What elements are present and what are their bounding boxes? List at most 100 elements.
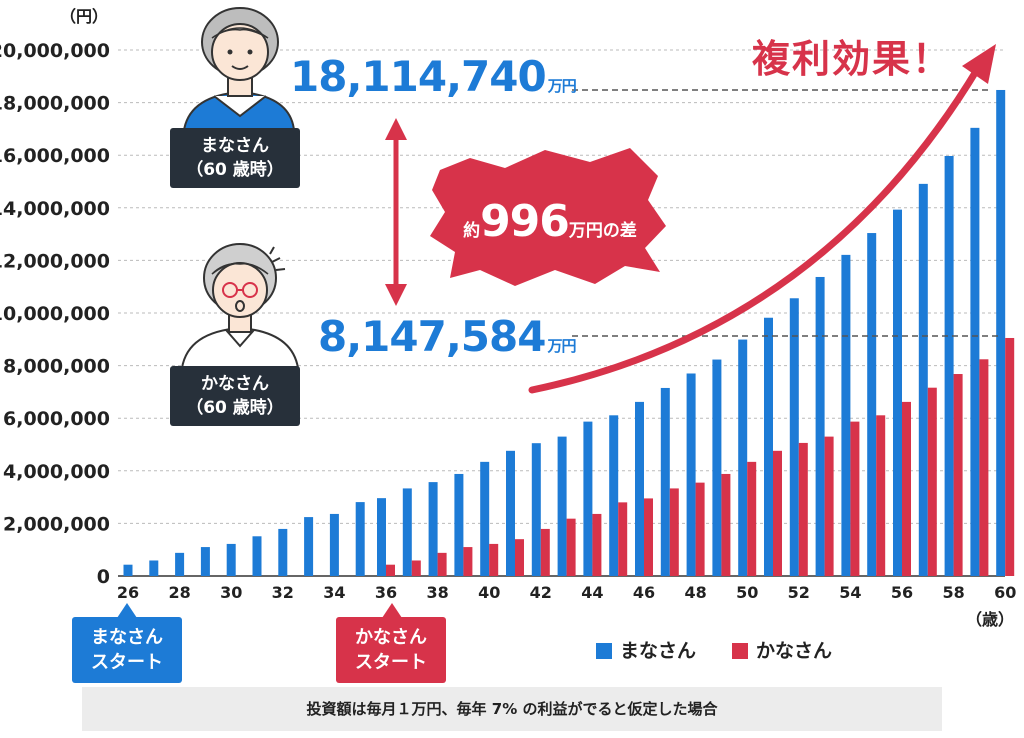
kana-bar bbox=[721, 473, 731, 576]
compound-effect-label: 複利効果！ bbox=[752, 37, 953, 81]
kana-start-line2: スタート bbox=[355, 652, 427, 673]
kana-bar bbox=[747, 461, 757, 576]
mana-start-label: まなさん スタート bbox=[72, 617, 182, 683]
difference-suffix: 万円の差 bbox=[568, 221, 637, 241]
kana-bar bbox=[695, 482, 705, 576]
compound-effect-curve bbox=[528, 64, 982, 394]
legend-mana: まなさん bbox=[596, 636, 696, 663]
difference-number: 996 bbox=[480, 196, 570, 247]
mana-bar bbox=[175, 552, 185, 576]
x-tick-label: 44 bbox=[581, 583, 603, 602]
mana-start-pointer bbox=[117, 603, 137, 618]
kana-age: （60 歳時） bbox=[186, 398, 284, 418]
mana-name: まなさん bbox=[201, 136, 269, 156]
mana-bar bbox=[377, 498, 386, 576]
mana-bar bbox=[428, 482, 438, 576]
kana-bar bbox=[592, 513, 602, 576]
mana-bar bbox=[278, 528, 288, 576]
kana-bar bbox=[824, 436, 834, 576]
mana-bar bbox=[893, 209, 902, 577]
y-axis-unit: （円） bbox=[60, 7, 108, 26]
y-tick-label: 0 bbox=[97, 566, 110, 588]
kana-bar bbox=[927, 387, 937, 576]
kana-bar bbox=[386, 564, 395, 576]
kana-bar bbox=[515, 539, 524, 576]
mana-bar bbox=[789, 298, 799, 576]
mana-bar bbox=[918, 183, 928, 576]
y-tick-label: 2,000,000 bbox=[3, 513, 110, 535]
kana-label: かなさん （60 歳時） bbox=[170, 366, 300, 426]
mana-avatar bbox=[182, 7, 296, 131]
mana-total-unit: 万円 bbox=[547, 77, 577, 95]
x-tick-label: 30 bbox=[220, 583, 242, 602]
x-tick-label: 56 bbox=[891, 583, 913, 602]
mana-bar bbox=[557, 436, 567, 576]
kana-bar bbox=[463, 547, 473, 576]
kana-name: かなさん bbox=[201, 374, 269, 394]
kana-bar bbox=[850, 421, 860, 576]
x-axis-unit: （歳） bbox=[966, 610, 1014, 629]
mana-start-line2: スタート bbox=[91, 652, 163, 673]
mana-bar bbox=[815, 276, 825, 576]
kana-start-label: かなさん スタート bbox=[336, 617, 446, 683]
kana-total-number: 8,147,584 bbox=[318, 312, 546, 361]
difference-prefix: 約 bbox=[463, 221, 481, 241]
kana-bar bbox=[1005, 337, 1015, 576]
x-tick-label: 46 bbox=[633, 583, 655, 602]
kana-bar bbox=[773, 450, 782, 576]
bars bbox=[123, 89, 1015, 577]
x-tick-label: 48 bbox=[684, 583, 706, 602]
x-tick-label: 34 bbox=[323, 583, 345, 602]
mana-bar bbox=[970, 127, 980, 577]
difference-arrow bbox=[385, 118, 407, 306]
x-tick-label: 42 bbox=[530, 583, 552, 602]
mana-bar bbox=[712, 359, 722, 576]
difference-text: 約996万円の差 bbox=[440, 196, 660, 247]
mana-bar bbox=[200, 547, 210, 576]
x-tick-label: 50 bbox=[736, 583, 758, 602]
y-tick-label: 12,000,000 bbox=[0, 250, 110, 272]
mana-bar bbox=[123, 564, 133, 576]
legend-kana-swatch bbox=[732, 643, 748, 659]
kana-avatar bbox=[180, 243, 300, 369]
mana-bar bbox=[149, 560, 159, 576]
x-tick-label: 36 bbox=[375, 583, 397, 602]
kana-bar bbox=[540, 528, 550, 576]
kana-start-line1: かなさん bbox=[355, 627, 427, 648]
x-tick-label: 28 bbox=[168, 583, 190, 602]
mana-bar bbox=[764, 317, 773, 576]
x-axis-ticks: 26 28 30 32 34 36 38 40 42 44 46 48 50 52 54 56 58 60 bbox=[117, 583, 1016, 602]
y-tick-label: 6,000,000 bbox=[3, 408, 110, 430]
mana-bar bbox=[686, 373, 696, 576]
mana-bar bbox=[583, 421, 593, 576]
x-tick-label: 52 bbox=[788, 583, 810, 602]
mana-bar bbox=[355, 502, 365, 576]
y-tick-label: 14,000,000 bbox=[0, 198, 110, 220]
mana-start-line1: まなさん bbox=[91, 627, 163, 648]
difference-burst bbox=[430, 148, 666, 286]
x-tick-label: 38 bbox=[426, 583, 448, 602]
x-tick-label: 54 bbox=[839, 583, 861, 602]
mana-bar bbox=[531, 443, 541, 576]
mana-total-value: 18,114,740 万円 bbox=[290, 52, 577, 101]
mana-bar bbox=[609, 415, 619, 576]
legend-mana-swatch bbox=[596, 643, 612, 659]
y-axis-ticks: 0 2,000,000 4,000,000 6,000,000 8,000,000 10,… bbox=[0, 40, 110, 588]
mana-age: （60 歳時） bbox=[186, 160, 284, 180]
mana-bar bbox=[454, 473, 464, 576]
mana-bar bbox=[304, 517, 314, 576]
mana-bar bbox=[252, 536, 262, 576]
mana-label: まなさん （60 歳時） bbox=[170, 128, 300, 188]
mana-bar bbox=[226, 543, 236, 576]
kana-bar bbox=[437, 552, 447, 576]
kana-bar bbox=[953, 374, 963, 576]
legend-kana: かなさん bbox=[732, 636, 832, 663]
mana-total-number: 18,114,740 bbox=[290, 52, 547, 101]
kana-bar bbox=[411, 560, 421, 576]
legend-mana-label: まなさん bbox=[620, 640, 697, 662]
mana-bar bbox=[480, 461, 490, 576]
mana-bar bbox=[635, 401, 644, 576]
kana-bar bbox=[566, 518, 576, 576]
x-tick-label: 26 bbox=[117, 583, 139, 602]
